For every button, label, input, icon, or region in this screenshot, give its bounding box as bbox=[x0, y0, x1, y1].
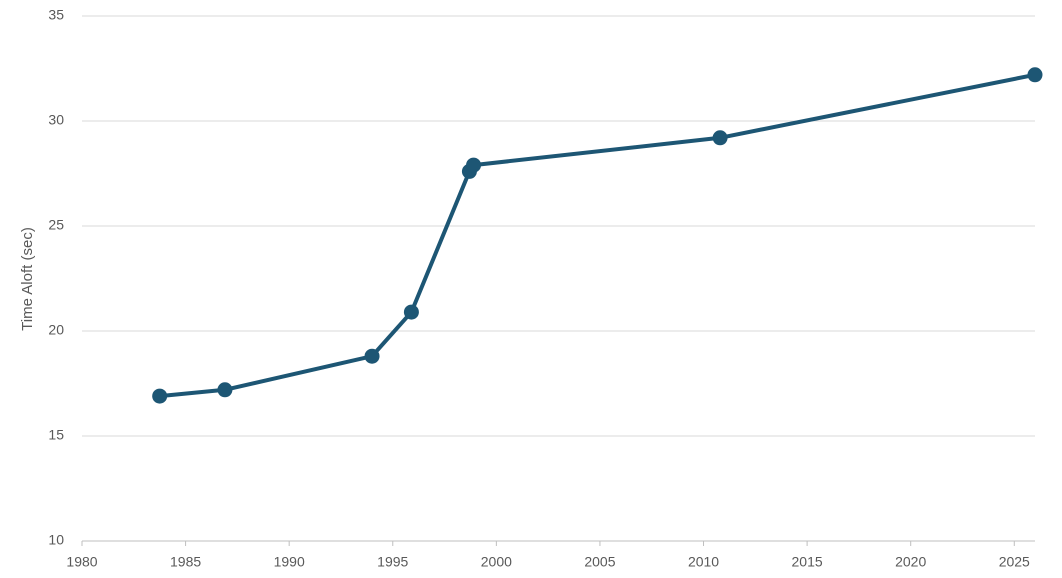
x-tick-label: 1995 bbox=[377, 554, 408, 570]
point bbox=[403, 304, 419, 320]
point bbox=[712, 130, 728, 146]
point bbox=[364, 348, 380, 364]
y-tick-label: 35 bbox=[48, 7, 64, 23]
x-tick-label: 2010 bbox=[688, 554, 719, 570]
y-tick-label: 30 bbox=[48, 112, 64, 128]
y-tick-label: 20 bbox=[48, 322, 64, 338]
x-tick-label: 2025 bbox=[999, 554, 1030, 570]
x-tick-label: 2005 bbox=[584, 554, 615, 570]
y-tick-label: 10 bbox=[48, 532, 64, 548]
y-axis-label: Time Aloft (sec) bbox=[19, 227, 36, 331]
x-tick-label: 1985 bbox=[170, 554, 201, 570]
point bbox=[152, 388, 168, 404]
x-tick-label: 1990 bbox=[274, 554, 305, 570]
x-tick-label: 2015 bbox=[792, 554, 823, 570]
y-tick-label: 15 bbox=[48, 427, 64, 443]
x-tick-label: 1980 bbox=[66, 554, 97, 570]
point bbox=[1027, 67, 1043, 83]
x-tick-label: 2000 bbox=[481, 554, 512, 570]
point bbox=[466, 157, 482, 173]
x-tick-label: 2020 bbox=[895, 554, 926, 570]
line bbox=[159, 72, 1036, 399]
y-tick-label: 25 bbox=[48, 217, 64, 233]
point bbox=[217, 382, 233, 398]
